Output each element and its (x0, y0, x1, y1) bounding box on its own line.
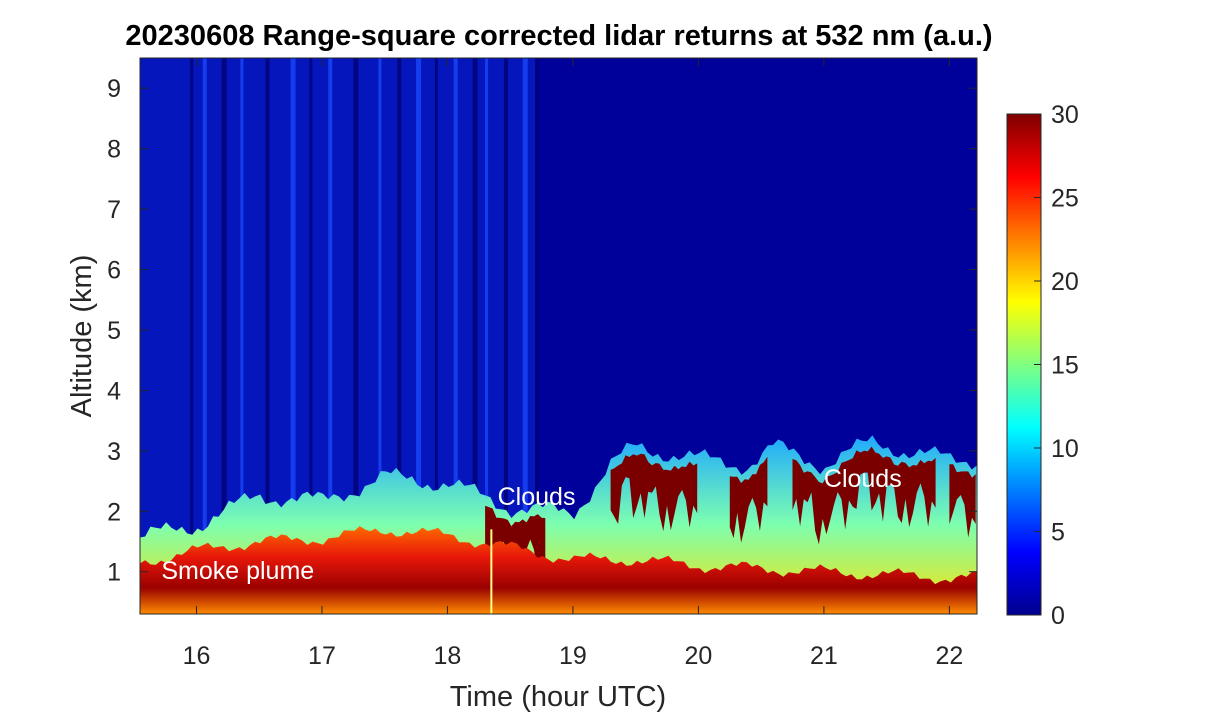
chart-title: 20230608 Range-square corrected lidar re… (125, 20, 992, 52)
y-tick-label: 7 (107, 196, 121, 224)
y-tick-label: 5 (107, 317, 121, 345)
y-axis-label: Altitude (km) (66, 255, 98, 418)
x-tick-label: 21 (810, 642, 838, 670)
smoke-plume-region (140, 526, 977, 614)
stripe (485, 58, 489, 536)
stripe (190, 58, 194, 536)
y-tick-label: 6 (107, 257, 121, 285)
stripe (221, 58, 227, 536)
colorbar-tick-label: 15 (1051, 352, 1079, 380)
stripe (535, 58, 539, 536)
stripe (265, 58, 270, 536)
colorbar-tick-label: 0 (1051, 602, 1065, 630)
x-tick-label: 19 (559, 642, 587, 670)
colorbar-tick-label: 20 (1051, 268, 1079, 296)
annotation-label: Clouds (498, 483, 576, 511)
stripe (353, 58, 359, 536)
stripe (378, 58, 382, 536)
colorbar-tick-label: 5 (1051, 519, 1065, 547)
stripe (328, 58, 333, 536)
stripe (434, 58, 438, 536)
colorbar-tick-label: 30 (1051, 101, 1079, 129)
x-tick-label: 16 (183, 642, 211, 670)
y-tick-label: 1 (107, 559, 121, 587)
x-axis: 16 17 18 19 20 21 22 (183, 58, 963, 670)
y-tick-label: 4 (107, 377, 121, 405)
vertical-stripes (190, 58, 539, 536)
heatmap-field (140, 58, 977, 614)
y-axis: 1 2 3 4 5 6 7 8 9 (107, 75, 977, 587)
annotation-label: Clouds (824, 465, 902, 493)
stripe (472, 58, 478, 536)
annotations: Smoke plume Clouds Clouds (161, 465, 901, 585)
stripe (453, 58, 458, 536)
x-tick-label: 17 (308, 642, 336, 670)
stripe (416, 58, 422, 536)
colorbar-tick-label: 25 (1051, 185, 1079, 213)
x-axis-label: Time (hour UTC) (450, 681, 666, 713)
x-tick-label: 20 (685, 642, 713, 670)
x-tick-label: 18 (434, 642, 462, 670)
stripe (240, 58, 244, 536)
y-tick-label: 2 (107, 498, 121, 526)
stripe (290, 58, 296, 536)
annotation-label: Smoke plume (161, 557, 314, 585)
stripe (202, 58, 207, 536)
colorbar-ticks: 0 5 10 15 20 25 30 (1034, 101, 1079, 630)
cloud-region (485, 446, 976, 588)
colorbar-tick-label: 10 (1051, 435, 1079, 463)
y-tick-label: 3 (107, 438, 121, 466)
x-tick-label: 22 (935, 642, 963, 670)
plot-frame (139, 57, 978, 615)
stripe (522, 58, 528, 536)
stripe (503, 58, 508, 536)
stripe (309, 58, 313, 536)
stripe (397, 58, 402, 536)
y-tick-label: 9 (107, 75, 121, 103)
y-tick-label: 8 (107, 136, 121, 164)
